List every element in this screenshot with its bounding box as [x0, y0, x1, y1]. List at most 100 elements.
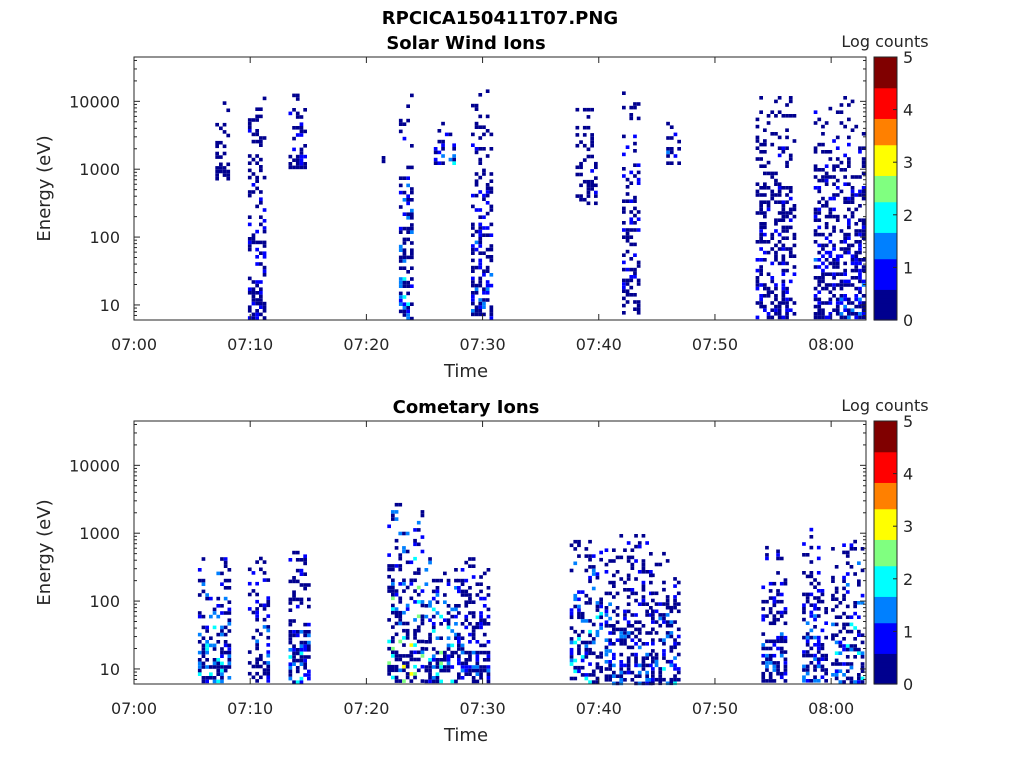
heatmap-cell: [482, 658, 487, 662]
heatmap-cell: [460, 593, 465, 597]
heatmap-cell: [486, 676, 491, 680]
heatmap-cell: [391, 592, 395, 597]
heatmap-cell: [665, 598, 670, 603]
heatmap-cell: [662, 613, 666, 617]
heatmap-cell: [768, 581, 773, 586]
heatmap-cell: [201, 650, 206, 655]
heatmap-cell: [779, 671, 784, 676]
heatmap-cell: [485, 291, 490, 295]
heatmap-cell: [802, 668, 806, 672]
heatmap-cell: [813, 207, 818, 212]
heatmap-cell: [584, 644, 589, 648]
heatmap-cell: [288, 669, 293, 674]
heatmap-cell: [813, 653, 817, 658]
heatmap-cell: [817, 276, 822, 280]
heatmap-cell: [763, 142, 767, 147]
heatmap-cell: [307, 676, 311, 681]
heatmap-cell: [262, 668, 267, 672]
heatmap-cell: [259, 298, 263, 302]
heatmap-cell: [255, 186, 259, 191]
heatmap-cell: [435, 661, 440, 666]
heatmap-cell: [197, 611, 202, 615]
heatmap-cell: [813, 617, 817, 622]
heatmap-cell: [854, 254, 859, 258]
heatmap-cell: [845, 572, 850, 576]
heatmap-cell: [768, 675, 773, 680]
colorbar-tick-label: 1: [903, 258, 913, 277]
heatmap-cell: [569, 640, 574, 645]
heatmap-cell: [391, 639, 395, 644]
heatmap-cell: [850, 261, 855, 266]
heatmap-cell: [220, 650, 224, 655]
heatmap-cell: [809, 646, 814, 651]
heatmap-cell: [854, 232, 859, 237]
heatmap-cell: [625, 278, 630, 283]
colorbar-segment: [874, 421, 897, 426]
heatmap-cell: [413, 650, 417, 655]
heatmap-cell: [774, 132, 778, 136]
heatmap-cell: [219, 166, 223, 170]
heatmap-cell: [428, 640, 432, 644]
heatmap-cell: [649, 631, 653, 635]
heatmap-cell: [479, 582, 483, 586]
heatmap-cell: [588, 680, 592, 684]
heatmap-cell: [292, 662, 296, 666]
heatmap-cell: [450, 650, 455, 655]
heatmap-cell: [227, 654, 232, 658]
heatmap-cell: [394, 546, 399, 550]
heatmap-cell: [259, 675, 263, 680]
heatmap-cell: [398, 610, 403, 615]
heatmap-cell: [216, 665, 221, 669]
heatmap-cell: [474, 193, 479, 198]
heatmap-cell: [817, 178, 822, 183]
heatmap-cell: [809, 603, 814, 607]
heatmap-cell: [779, 675, 784, 680]
heatmap-cell: [569, 568, 574, 573]
colorbar-segment: [874, 613, 897, 619]
heatmap-cell: [443, 658, 447, 662]
heatmap-cell: [303, 583, 307, 587]
heatmap-cell: [391, 510, 395, 514]
heatmap-cell: [402, 241, 407, 245]
heatmap-cell: [292, 576, 296, 580]
heatmap-cell: [626, 577, 631, 581]
heatmap-cell: [858, 243, 862, 248]
heatmap-cell: [450, 629, 455, 633]
heatmap-cell: [575, 143, 580, 148]
colorbar-segment: [874, 201, 897, 207]
heatmap-cell: [262, 265, 267, 270]
heatmap-cell: [478, 208, 483, 212]
heatmap-cell: [215, 155, 219, 159]
heatmap-cell: [573, 640, 578, 645]
heatmap-cell: [629, 170, 634, 175]
heatmap-cell: [448, 132, 453, 137]
heatmap-cell: [288, 673, 293, 677]
heatmap-cell: [766, 121, 771, 125]
heatmap-cell: [608, 674, 612, 678]
heatmap-cell: [857, 673, 861, 677]
heatmap-cell: [391, 650, 395, 655]
heatmap-cell: [435, 672, 440, 676]
heatmap-cell: [262, 273, 267, 277]
heatmap-cell: [212, 661, 217, 666]
heatmap-cell: [847, 236, 851, 240]
heatmap-cell: [398, 255, 403, 260]
heatmap-cell: [410, 284, 414, 288]
heatmap-cell: [460, 668, 465, 673]
heatmap-cell: [654, 609, 659, 614]
heatmap-cell: [485, 89, 490, 93]
heatmap-cell: [255, 240, 259, 245]
heatmap-cell: [608, 580, 612, 585]
colorbar-segment: [874, 499, 897, 505]
heatmap-cell: [816, 589, 821, 593]
heatmap-cell: [590, 154, 594, 159]
heatmap-cell: [828, 175, 833, 179]
heatmap-cell: [604, 660, 609, 664]
heatmap-cell: [676, 580, 681, 585]
heatmap-cell: [247, 650, 252, 654]
heatmap-cell: [809, 610, 814, 615]
heatmap-cell: [828, 207, 833, 212]
heatmap-cell: [457, 632, 461, 637]
heatmap-cell: [626, 660, 631, 664]
heatmap-cell: [788, 153, 793, 158]
